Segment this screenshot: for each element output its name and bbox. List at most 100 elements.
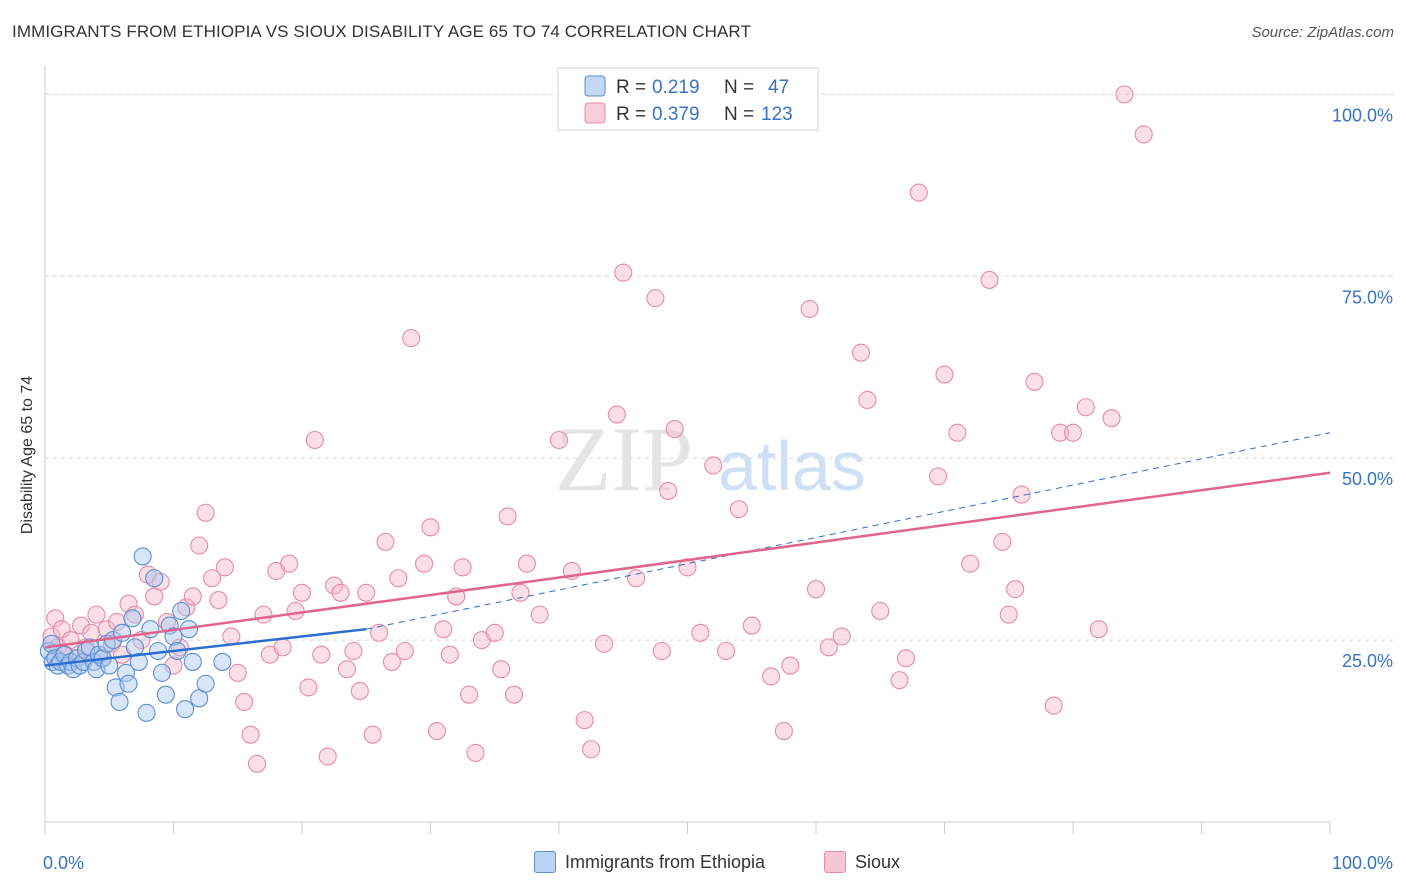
data-point [511, 583, 530, 602]
data-point [999, 605, 1018, 624]
data-point [370, 623, 389, 642]
data-point [129, 652, 148, 671]
data-point [652, 641, 671, 661]
data-point [980, 270, 999, 289]
data-point [665, 420, 684, 439]
data-point [1025, 372, 1044, 391]
data-point [948, 423, 967, 442]
data-point [421, 518, 440, 537]
data-point [344, 641, 363, 661]
ethiopia-points [39, 547, 232, 722]
data-point [1134, 125, 1153, 144]
data-point [434, 620, 453, 639]
data-point [87, 605, 106, 624]
data-point [415, 554, 434, 573]
grid-lines [45, 93, 1393, 641]
data-point [659, 481, 678, 500]
data-point [190, 536, 209, 555]
data-point [215, 558, 234, 577]
data-point [781, 656, 800, 675]
data-point [607, 405, 626, 424]
data-point [492, 660, 511, 679]
data-point [331, 583, 350, 602]
data-point [286, 601, 305, 621]
data-point [376, 532, 395, 551]
trend-line-ethiopia [44, 627, 367, 667]
data-point [235, 692, 254, 711]
data-point [929, 467, 948, 486]
data-point [466, 743, 485, 762]
data-point [1102, 409, 1121, 428]
data-point [280, 554, 299, 573]
data-point [614, 263, 633, 282]
legend-r-label: R = [616, 77, 646, 98]
data-point [137, 703, 156, 722]
data-point [935, 365, 954, 384]
legend-item-ethiopia[interactable]: Immigrants from Ethiopia [534, 851, 765, 873]
data-point [222, 627, 241, 646]
data-point [123, 609, 142, 628]
data-point [312, 645, 331, 664]
y-tick-label: 25.0% [1342, 651, 1393, 671]
x-tick-label: 100.0% [1332, 853, 1393, 873]
legend-n-value: 47 [768, 77, 789, 98]
data-point [851, 343, 871, 362]
data-point [177, 598, 196, 617]
data-point [46, 609, 65, 628]
data-point [305, 430, 324, 450]
tick-labels: 25.0% 50.0% 75.0% 100.0% 0.0% 100.0% [43, 105, 1393, 873]
data-point [594, 634, 614, 653]
data-point [110, 692, 129, 711]
data-point [402, 329, 421, 348]
data-point [440, 645, 459, 664]
data-point [1051, 423, 1070, 442]
data-point [427, 721, 446, 741]
data-point [116, 663, 136, 682]
sioux-points [42, 85, 1153, 773]
data-point [1006, 580, 1025, 599]
y-tick-label: 100.0% [1332, 105, 1393, 125]
data-point [549, 430, 569, 450]
watermark-zip: ZIP [555, 408, 693, 510]
data-point [395, 641, 414, 661]
data-point [1089, 620, 1108, 639]
data-point [517, 554, 536, 573]
data-point [350, 681, 369, 701]
y-tick-label: 50.0% [1342, 469, 1393, 489]
data-point [819, 638, 838, 657]
watermark-atlas: atlas [718, 427, 866, 505]
data-point [1063, 423, 1083, 442]
data-point [1012, 485, 1031, 504]
data-point [1076, 398, 1095, 417]
data-point [273, 638, 292, 657]
x-tick-label: 0.0% [43, 853, 84, 873]
y-tick-label: 75.0% [1342, 287, 1393, 307]
data-point [71, 616, 91, 635]
data-point [196, 503, 215, 522]
data-point [183, 587, 202, 606]
data-point [459, 685, 479, 704]
data-point [119, 674, 138, 693]
chart-source: Source: ZipAtlas.com [1251, 24, 1394, 41]
data-point [1115, 85, 1134, 104]
data-point [292, 583, 312, 602]
trend-line-sioux [44, 471, 1331, 649]
data-point [203, 569, 222, 588]
data-point [691, 623, 710, 642]
data-point [504, 685, 524, 704]
data-point [325, 576, 344, 595]
legend-item-sioux[interactable]: Sioux [824, 851, 900, 873]
data-point [228, 663, 247, 682]
data-point [389, 569, 408, 588]
data-point [247, 754, 267, 773]
data-point [871, 601, 890, 621]
data-point [209, 591, 228, 610]
legend-swatch-sioux [824, 851, 846, 873]
data-point [176, 700, 195, 719]
data-point [337, 660, 357, 679]
legend-box: R = 0.219 N = 47 R = 0.379 N = 123 [557, 67, 819, 131]
data-point [172, 601, 191, 621]
data-point [164, 627, 183, 646]
data-point [156, 685, 175, 704]
data-point [141, 620, 160, 639]
